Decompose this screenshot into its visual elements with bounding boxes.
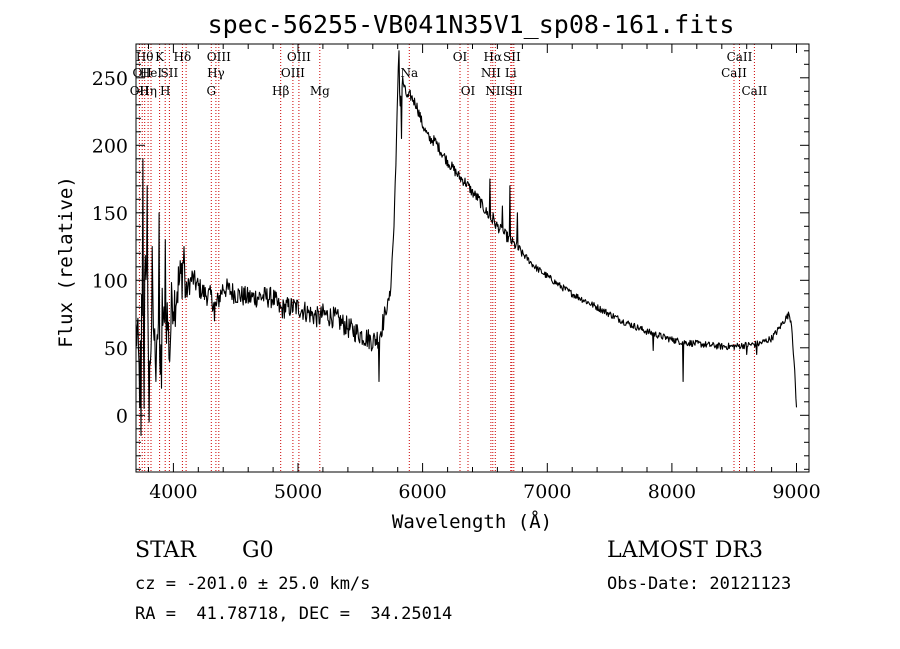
line-label-26: CaII: [721, 66, 747, 80]
series-flux-line: [135, 50, 798, 437]
spectrum-chart: spec-56255-VB041N35V1_sp08-161.fits OII O…: [55, 10, 821, 533]
line-label-24: SII: [503, 50, 521, 64]
line-label-20: NII: [481, 66, 501, 80]
obs-date: Obs-Date: 20121123: [607, 574, 792, 594]
redshift-readout: cz = -201.0 ± 25.0 km/s: [135, 574, 371, 594]
line-label-14: OIII: [281, 66, 305, 80]
y-axis-label: Flux (relative): [55, 176, 77, 348]
line-label-1: OII: [133, 66, 153, 80]
y-tick-label: 150: [92, 203, 128, 225]
x-axis-label: Wavelength (Å): [392, 510, 552, 533]
y-axis: 0 50 100 150 200 250: [92, 50, 809, 470]
x-axis: 4000 5000 6000 7000 8000 9000: [148, 44, 821, 503]
x-tick-label: 9000: [772, 481, 820, 503]
line-label-13: Hβ: [272, 84, 289, 98]
line-label-21: Hα: [484, 50, 503, 64]
line-label-4: HeI: [140, 66, 163, 80]
line-label-17: Na: [400, 66, 418, 80]
y-tick-label: 200: [92, 135, 128, 157]
plot-frame: [135, 43, 810, 473]
y-tick-label: 250: [92, 68, 128, 90]
object-subclass: G0: [242, 538, 274, 563]
spectral-line-labels: OIIOIIHθHηHeIKHSIIHδGHγOIIIHβOIIIOIIIMgN…: [130, 50, 768, 98]
line-label-5: K: [155, 50, 165, 64]
coordinates-readout: RA = 41.78718, DEC = 34.25014: [135, 604, 453, 624]
y-tick-label: 0: [116, 405, 128, 427]
line-label-25: SII: [505, 84, 523, 98]
chart-title: spec-56255-VB041N35V1_sp08-161.fits: [208, 10, 735, 39]
line-label-19: OI: [461, 84, 476, 98]
series-group: [135, 50, 798, 437]
line-label-12: OIII: [207, 50, 231, 64]
line-label-8: Hδ: [174, 50, 192, 64]
line-label-23: Li: [505, 66, 517, 80]
spectral-line-markers: [138, 44, 755, 472]
x-tick-label: 6000: [398, 481, 446, 503]
line-label-11: Hγ: [207, 66, 225, 80]
line-label-7: SII: [161, 66, 179, 80]
line-label-27: CaII: [727, 50, 753, 64]
line-label-16: Mg: [310, 84, 330, 98]
object-class: STAR: [135, 538, 196, 563]
line-label-18: OI: [453, 50, 468, 64]
y-tick-label: 100: [92, 270, 128, 292]
line-label-28: CaII: [741, 84, 767, 98]
survey-name: LAMOST DR3: [607, 538, 763, 563]
line-label-15: OIII: [287, 50, 311, 64]
line-label-10: G: [207, 84, 217, 98]
line-label-2: Hθ: [136, 50, 154, 64]
x-tick-label: 8000: [648, 481, 696, 503]
x-tick-label: 7000: [523, 481, 571, 503]
y-tick-label: 50: [104, 338, 128, 360]
x-tick-label: 5000: [274, 481, 322, 503]
line-label-3: Hη: [139, 84, 157, 98]
x-tick-label: 4000: [149, 481, 197, 503]
line-label-6: H: [160, 84, 170, 98]
line-label-22: NII: [485, 84, 505, 98]
